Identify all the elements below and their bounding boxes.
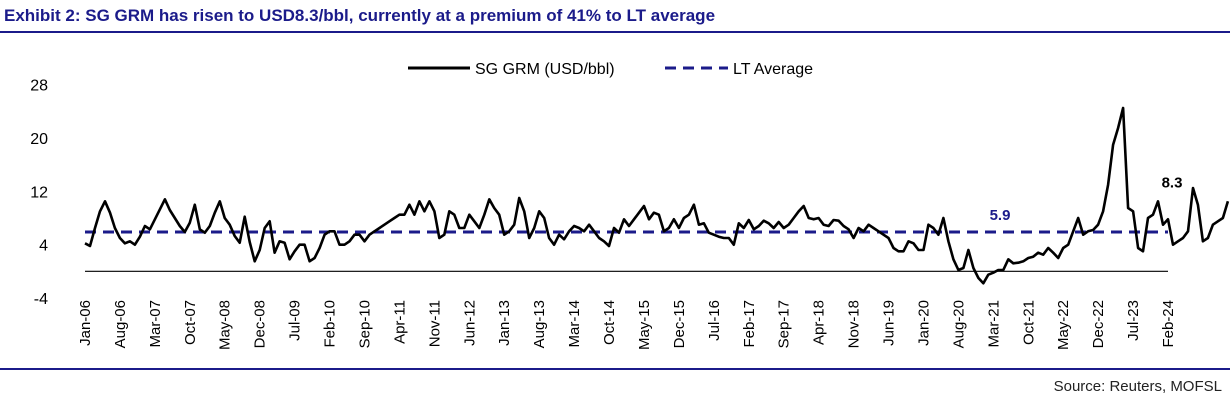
- x-tick-label: Jan-06: [77, 300, 94, 346]
- title-rule: [0, 31, 1230, 33]
- x-tick-label: Jun-19: [881, 300, 898, 346]
- x-tick-label: Dec-08: [252, 300, 269, 348]
- x-tick-label: Mar-14: [566, 300, 583, 348]
- y-axis-ticks: -4 4 12 20 28: [30, 78, 48, 308]
- y-tick-label: -4: [34, 291, 48, 308]
- latest-value-data-label: 8.3: [1162, 174, 1183, 191]
- legend-label-lt-average: LT Average: [733, 61, 813, 78]
- x-tick-label: Sep-10: [356, 300, 373, 348]
- x-tick-label: May-08: [217, 300, 234, 350]
- x-tick-label: Feb-17: [741, 300, 758, 348]
- x-tick-label: Nov-11: [426, 300, 443, 347]
- x-tick-label: Dec-22: [1090, 300, 1107, 348]
- x-tick-label: Aug-13: [531, 300, 548, 348]
- chart-legend: SG GRM (USD/bbl) LT Average: [408, 61, 813, 78]
- x-tick-label: Jul-09: [287, 300, 304, 341]
- x-tick-label: Mar-21: [985, 300, 1002, 348]
- y-tick-label: 12: [30, 184, 48, 201]
- x-tick-label: May-22: [1055, 300, 1072, 350]
- legend-label-sg-grm: SG GRM (USD/bbl): [475, 61, 615, 78]
- x-tick-label: Jul-23: [1125, 300, 1142, 341]
- x-tick-label: Oct-14: [601, 300, 618, 345]
- x-tick-label: Jun-12: [461, 300, 478, 346]
- footer-rule: [0, 368, 1230, 370]
- x-tick-label: Dec-15: [671, 300, 688, 348]
- x-tick-label: Jan-20: [915, 300, 932, 346]
- x-tick-label: Aug-06: [112, 300, 129, 348]
- x-tick-label: Jul-16: [706, 300, 723, 341]
- x-tick-label: Feb-10: [322, 300, 339, 348]
- sg-grm-series-line: [84, 106, 1230, 285]
- x-tick-label: Apr-18: [811, 300, 828, 345]
- x-tick-label: May-15: [636, 300, 653, 350]
- y-tick-label: 20: [30, 131, 48, 148]
- x-tick-label: Oct-07: [182, 300, 199, 345]
- y-tick-label: 28: [30, 78, 48, 95]
- y-tick-label: 4: [39, 238, 48, 255]
- x-tick-label: Apr-11: [391, 300, 408, 344]
- x-axis-ticks: Jan-06 Aug-06 Mar-07 Oct-07 May-08 Dec-08 Jul-…: [77, 300, 1177, 350]
- exhibit-title: Exhibit 2: SG GRM has risen to USD8.3/bb…: [4, 6, 716, 25]
- lt-average-data-label: 5.9: [990, 207, 1011, 224]
- source-note: Source: Reuters, MOFSL: [1053, 378, 1222, 395]
- x-tick-label: Mar-07: [147, 300, 164, 348]
- x-tick-label: Oct-21: [1020, 300, 1037, 345]
- x-tick-label: Sep-17: [776, 300, 793, 348]
- x-tick-label: Nov-18: [846, 300, 863, 348]
- x-tick-label: Aug-20: [950, 300, 967, 348]
- x-tick-label: Jan-13: [496, 300, 513, 346]
- x-tick-label: Feb-24: [1160, 300, 1177, 348]
